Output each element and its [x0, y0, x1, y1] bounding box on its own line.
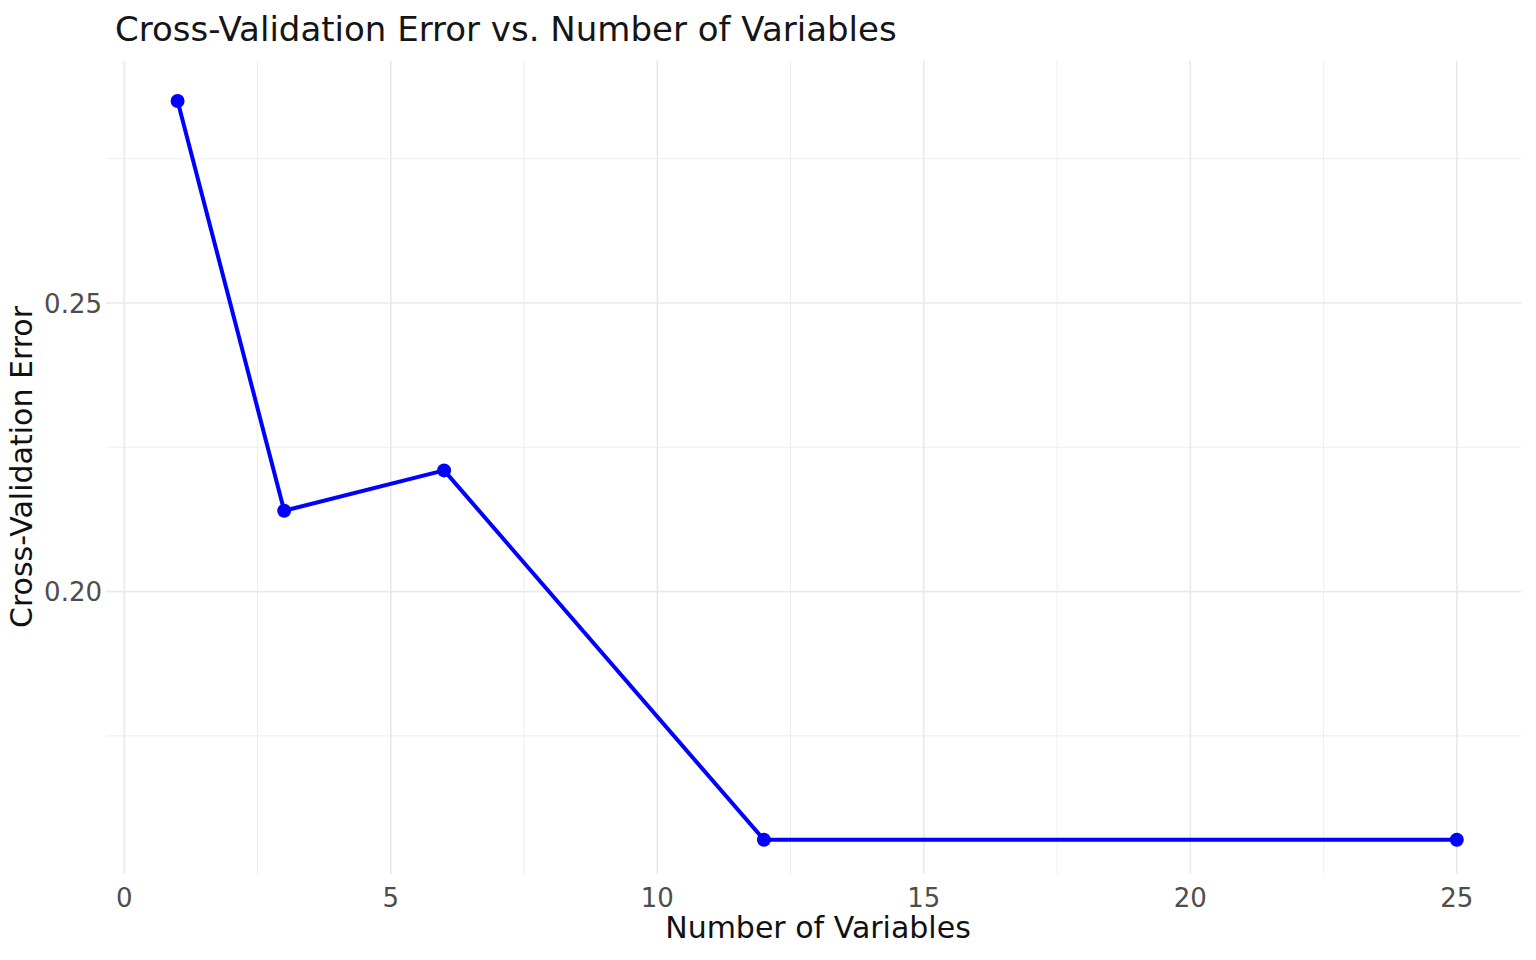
cv-error-series: [171, 94, 1464, 847]
gridlines-major: [106, 61, 1521, 874]
cv-error-chart: 0 5 10 15 20 25 0.20 0.25 Cross-Validation Err…: [0, 0, 1536, 960]
x-tick-label: 25: [1440, 883, 1473, 913]
x-tick-label: 5: [383, 883, 400, 913]
x-tick-label: 0: [116, 883, 133, 913]
gridlines-minor: [106, 61, 1521, 874]
x-axis-title: Number of Variables: [665, 910, 971, 945]
y-tick-label: 0.25: [44, 289, 102, 319]
x-tick-label: 15: [907, 883, 940, 913]
data-point: [437, 463, 451, 477]
y-tick-label: 0.20: [44, 577, 102, 607]
x-tick-label: 20: [1174, 883, 1207, 913]
y-axis-tick-labels: 0.20 0.25: [44, 289, 102, 608]
data-point: [277, 504, 291, 518]
data-point: [1450, 833, 1464, 847]
x-axis-tick-labels: 0 5 10 15 20 25: [116, 883, 1473, 913]
y-axis-title: Cross-Validation Error: [4, 305, 39, 628]
cv-error-line: [178, 101, 1457, 840]
chart-title: Cross-Validation Error vs. Number of Var…: [115, 9, 897, 49]
x-tick-label: 10: [641, 883, 674, 913]
chart-canvas: 0 5 10 15 20 25 0.20 0.25 Cross-Validation Err…: [0, 0, 1536, 960]
data-point: [171, 94, 185, 108]
data-point: [757, 833, 771, 847]
